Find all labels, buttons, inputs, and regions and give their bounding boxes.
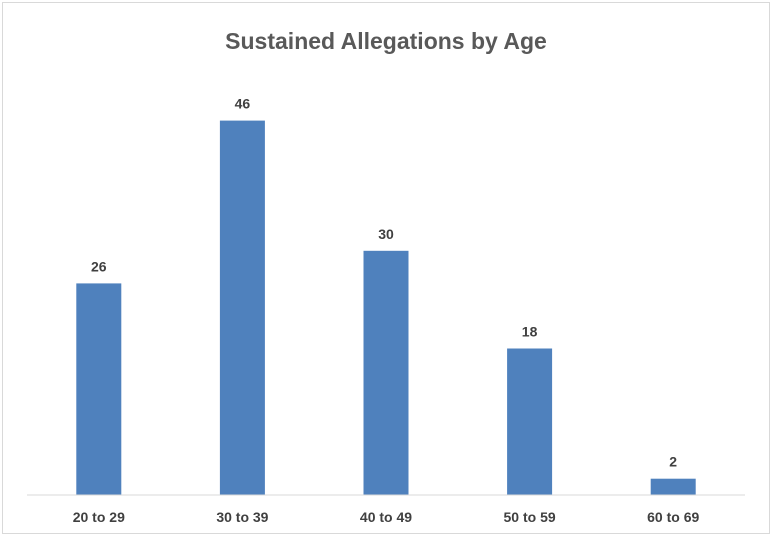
x-tick-labels-layer: 20 to 29 30 to 39 40 to 49 50 to 59 60 to 69 xyxy=(73,509,700,525)
x-tick-label-20-to-29: 20 to 29 xyxy=(73,509,125,525)
x-tick-label-30-to-39: 30 to 39 xyxy=(216,509,268,525)
data-label-60-to-69: 2 xyxy=(669,454,677,470)
data-label-20-to-29: 26 xyxy=(91,258,107,274)
bars-layer xyxy=(76,120,696,495)
data-label-30-to-39: 46 xyxy=(235,96,251,112)
x-tick-label-60-to-69: 60 to 69 xyxy=(647,509,699,525)
data-label-50-to-59: 18 xyxy=(522,324,538,340)
bar-40-to-49 xyxy=(363,250,409,495)
bar-chart: Sustained Allegations by Age 26 46 30 18 2 2… xyxy=(27,28,745,525)
x-tick-label-40-to-49: 40 to 49 xyxy=(360,509,412,525)
bar-50-to-59 xyxy=(507,348,553,495)
chart-title: Sustained Allegations by Age xyxy=(225,28,547,54)
x-tick-label-50-to-59: 50 to 59 xyxy=(504,509,556,525)
bar-30-to-39 xyxy=(219,120,265,495)
bar-60-to-69 xyxy=(650,478,696,495)
data-labels-layer: 26 46 30 18 2 xyxy=(91,96,677,470)
bar-20-to-29 xyxy=(76,283,122,495)
data-label-40-to-49: 30 xyxy=(378,226,394,242)
